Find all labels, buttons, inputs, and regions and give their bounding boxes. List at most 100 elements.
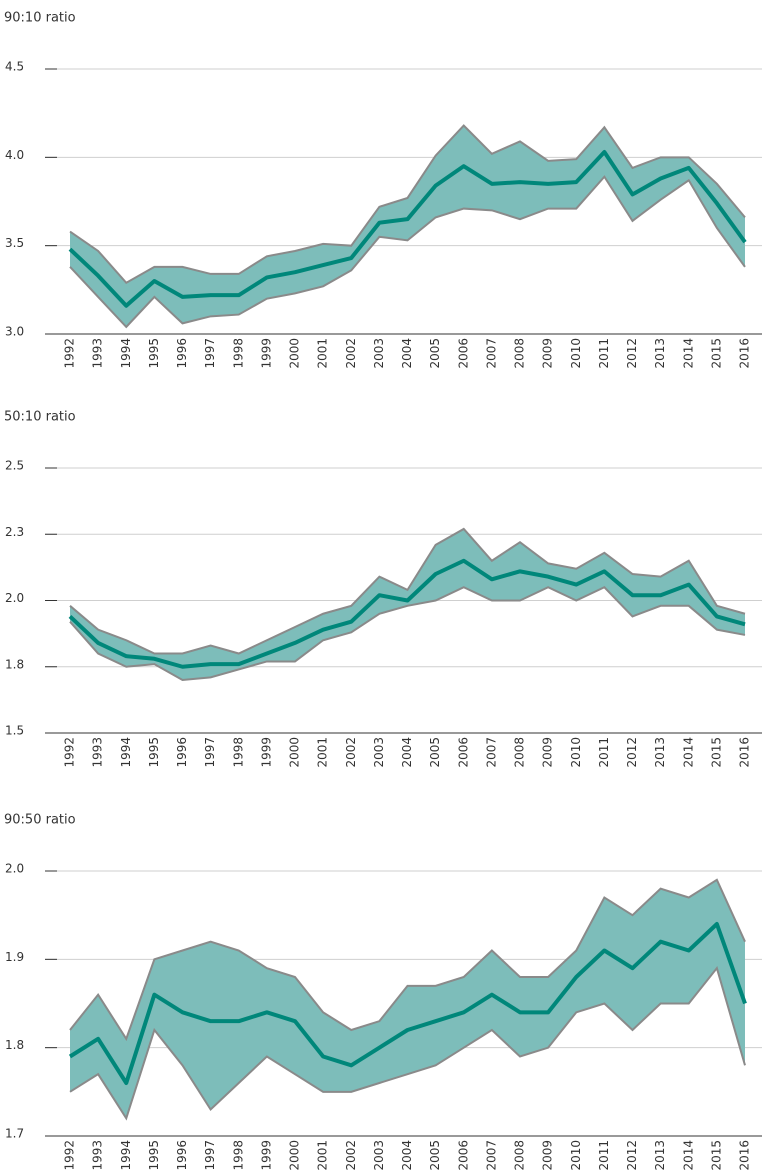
x-tick-label: 2015: [709, 1140, 723, 1171]
x-tick-label: 2012: [625, 338, 639, 369]
x-tick-label: 2013: [653, 737, 667, 768]
x-tick-label: 2011: [597, 338, 611, 369]
y-tick-label: 2.0: [5, 591, 24, 605]
x-tick-label: 2014: [681, 338, 695, 369]
x-tick-label: 2006: [456, 1140, 470, 1171]
x-tick-label: 2004: [400, 338, 414, 369]
x-tick-label: 2002: [344, 338, 358, 369]
y-tick-label: 3.5: [5, 236, 24, 250]
x-tick-label: 2012: [625, 737, 639, 768]
x-tick-label: 1992: [63, 737, 77, 768]
x-tick-label: 2000: [288, 338, 302, 369]
y-tick-label: 1.7: [5, 1127, 24, 1141]
x-tick-label: 2001: [316, 1140, 330, 1171]
x-tick-label: 2007: [484, 1140, 498, 1171]
x-tick-label: 2008: [513, 338, 527, 369]
y-tick-label: 3.0: [5, 325, 24, 339]
y-tick-label: 2.3: [5, 525, 24, 539]
x-tick-label: 1997: [203, 338, 217, 369]
y-tick-label: 2.5: [5, 459, 24, 473]
x-tick-label: 1993: [91, 1140, 105, 1171]
x-tick-label: 2014: [681, 1140, 695, 1171]
x-tick-label: 2005: [428, 338, 442, 369]
x-tick-label: 2003: [372, 737, 386, 768]
band-area: [70, 528, 745, 680]
y-tick-label: 1.9: [5, 950, 24, 964]
x-tick-label: 2013: [653, 1140, 667, 1171]
x-tick-label: 2011: [597, 737, 611, 768]
x-tick-label: 1995: [147, 1140, 161, 1171]
x-tick-label: 2015: [709, 338, 723, 369]
x-tick-label: 1996: [175, 338, 189, 369]
x-tick-label: 2014: [681, 737, 695, 768]
x-tick-label: 2009: [541, 737, 555, 768]
x-tick-label: 1993: [91, 338, 105, 369]
band-edge: [69, 966, 746, 1121]
chart-title: 90:10 ratio: [4, 11, 76, 26]
x-tick-label: 2007: [484, 737, 498, 768]
x-tick-label: 2010: [569, 1140, 583, 1171]
x-tick-label: 2013: [653, 338, 667, 369]
band-area: [70, 125, 745, 327]
x-tick-label: 2012: [625, 1140, 639, 1171]
series-line: [68, 150, 747, 308]
x-tick-label: 2003: [372, 338, 386, 369]
x-tick-label: 2010: [569, 737, 583, 768]
x-tick-label: 2011: [597, 1140, 611, 1171]
series-line: [68, 558, 746, 669]
x-tick-label: 2000: [288, 1140, 302, 1171]
band-edge: [69, 586, 746, 682]
x-tick-label: 1998: [231, 737, 245, 768]
chart-title: 50:10 ratio: [4, 410, 76, 425]
x-tick-label: 1996: [175, 1140, 189, 1171]
x-tick-label: 2004: [400, 737, 414, 768]
x-tick-label: 2005: [428, 1140, 442, 1171]
x-tick-label: 1999: [259, 1140, 273, 1171]
x-tick-label: 2001: [316, 737, 330, 768]
x-tick-label: 2016: [738, 737, 752, 768]
x-tick-label: 2008: [513, 1140, 527, 1171]
y-tick-label: 2.0: [5, 862, 24, 876]
x-tick-label: 1997: [203, 737, 217, 768]
x-tick-label: 1999: [259, 737, 273, 768]
x-tick-label: 2006: [456, 737, 470, 768]
x-tick-label: 1996: [175, 737, 189, 768]
chart-title: 90:50 ratio: [4, 813, 76, 828]
x-tick-label: 2003: [372, 1140, 386, 1171]
band-edge: [69, 527, 746, 655]
x-tick-label: 2009: [541, 338, 555, 369]
x-tick-label: 1994: [119, 737, 133, 768]
band-edge: [69, 124, 746, 285]
x-tick-label: 2005: [428, 737, 442, 768]
x-tick-label: 2010: [569, 338, 583, 369]
x-tick-label: 2004: [400, 1140, 414, 1171]
x-tick-label: 1999: [259, 338, 273, 369]
x-tick-label: 1994: [119, 338, 133, 369]
x-tick-label: 1993: [91, 737, 105, 768]
x-tick-label: 1994: [119, 1140, 133, 1171]
x-tick-label: 1997: [203, 1140, 217, 1171]
band-edge: [69, 878, 746, 1042]
x-tick-label: 2009: [541, 1140, 555, 1171]
x-tick-label: 2006: [456, 338, 470, 369]
x-tick-label: 2002: [344, 1140, 358, 1171]
y-tick-label: 4.0: [5, 148, 24, 162]
series-line: [68, 922, 747, 1085]
x-tick-label: 2008: [513, 737, 527, 768]
band-area: [70, 879, 745, 1119]
x-tick-label: 2015: [709, 737, 723, 768]
x-tick-label: 1998: [231, 338, 245, 369]
y-tick-label: 4.5: [5, 60, 24, 74]
x-tick-label: 2002: [344, 737, 358, 768]
x-tick-label: 2001: [316, 338, 330, 369]
x-tick-label: 1995: [147, 338, 161, 369]
y-tick-label: 1.8: [5, 657, 24, 671]
y-tick-label: 1.8: [5, 1038, 24, 1052]
x-tick-label: 2000: [288, 737, 302, 768]
band-edge: [69, 175, 746, 329]
x-tick-label: 1992: [63, 338, 77, 369]
x-tick-label: 1992: [63, 1140, 77, 1171]
y-tick-label: 1.5: [5, 724, 24, 738]
